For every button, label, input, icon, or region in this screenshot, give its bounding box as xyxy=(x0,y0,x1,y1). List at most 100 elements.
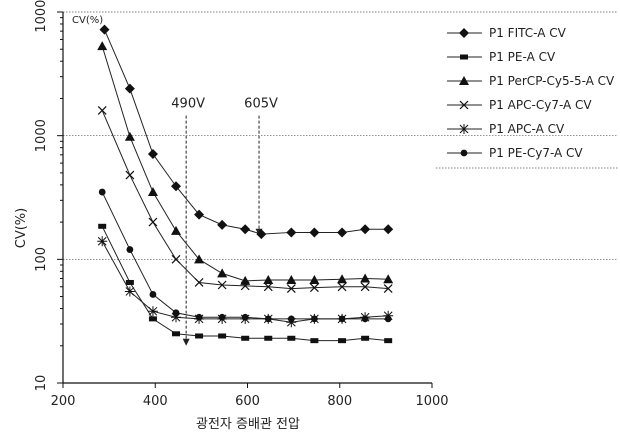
data-point-5-7 xyxy=(264,315,272,323)
data-point-5-11 xyxy=(361,315,369,323)
data-point-0-3 xyxy=(171,181,182,192)
x-tick-label-800: 800 xyxy=(327,394,352,409)
x-tick-label-200: 200 xyxy=(51,394,76,409)
y-tick-label-100: 100 xyxy=(34,247,49,272)
y-tick-label-10: 10 xyxy=(34,375,49,392)
series-plot xyxy=(97,24,394,344)
data-point-2-4 xyxy=(194,254,205,264)
data-point-5-4 xyxy=(195,313,203,321)
x-tick-label-600: 600 xyxy=(235,394,260,409)
data-point-3-6 xyxy=(240,281,250,291)
data-point-1-4 xyxy=(195,333,204,339)
data-point-5-9 xyxy=(310,315,318,323)
data-point-0-2 xyxy=(147,149,158,160)
gridlines xyxy=(63,11,618,260)
legend-label-1: P1 PE-A CV xyxy=(489,50,556,64)
legend-label-3: P1 APC-Cy7-A CV xyxy=(489,98,592,112)
legend-label-0: P1 FITC-A CV xyxy=(489,26,567,40)
data-point-4-3 xyxy=(171,312,182,323)
annotation-arrowhead-0 xyxy=(182,338,190,346)
data-point-0-8 xyxy=(286,227,297,238)
series-3 xyxy=(97,105,393,294)
data-point-2-9 xyxy=(309,275,320,285)
data-point-0-0 xyxy=(99,24,110,35)
data-point-0-5 xyxy=(217,219,228,230)
y-unit-label: CV(%) xyxy=(72,15,103,26)
series-line-5 xyxy=(101,191,389,320)
data-point-4-1 xyxy=(124,286,135,297)
y-axis-title: CV(%) xyxy=(14,208,29,248)
data-point-5-5 xyxy=(218,313,226,321)
data-point-2-5 xyxy=(217,268,228,278)
data-point-2-3 xyxy=(171,225,182,235)
data-point-1-5 xyxy=(218,333,227,339)
legend-item-0: P1 FITC-A CV xyxy=(447,26,567,40)
data-point-3-10 xyxy=(337,282,347,292)
legend-item-3: P1 APC-Cy7-A CV xyxy=(447,98,592,112)
data-point-3-9 xyxy=(309,283,319,293)
legend-label-2: P1 PerCP-Cy5-5-A CV xyxy=(489,74,615,88)
data-point-3-7 xyxy=(263,282,273,292)
data-point-3-3 xyxy=(171,254,181,264)
data-point-2-8 xyxy=(286,275,297,285)
data-point-1-9 xyxy=(310,338,319,344)
legend-marker-0 xyxy=(459,28,469,38)
data-point-2-10 xyxy=(337,274,348,284)
data-point-2-2 xyxy=(147,187,158,197)
data-point-5-3 xyxy=(172,309,180,317)
data-point-2-1 xyxy=(124,131,135,141)
legend-label-5: P1 PE-Cy7-A CV xyxy=(489,146,583,160)
data-point-3-8 xyxy=(286,284,296,294)
data-point-0-10 xyxy=(337,227,348,238)
data-point-5-2 xyxy=(149,291,157,298)
data-point-1-0 xyxy=(98,223,107,229)
x-axis-title: 광전자 증배관 전압 xyxy=(196,417,300,432)
data-point-4-2 xyxy=(147,306,158,317)
y-tick-label-10000: 10000 xyxy=(34,0,49,33)
x-tick-label-400: 400 xyxy=(143,394,168,409)
data-point-0-4 xyxy=(194,209,205,220)
annotation-label-0: 490V xyxy=(171,97,205,112)
data-point-1-2 xyxy=(148,316,157,322)
series-line-0 xyxy=(104,29,389,235)
series-0 xyxy=(99,24,394,240)
data-point-3-0 xyxy=(97,105,107,115)
tick-labels: 200 400 600 800 1000 10 100 1000 10000 xyxy=(34,0,449,409)
data-point-2-12 xyxy=(383,274,394,284)
legend-marker-4 xyxy=(459,124,469,134)
legend-label-4: P1 APC-A CV xyxy=(489,122,565,136)
data-point-5-0 xyxy=(98,188,106,196)
legend-item-5: P1 PE-Cy7-A CV xyxy=(447,146,583,160)
data-point-4-0 xyxy=(97,236,108,247)
annotation-label-1: 605V xyxy=(244,97,278,112)
data-point-1-8 xyxy=(287,335,296,341)
data-point-3-4 xyxy=(194,278,204,287)
data-point-0-12 xyxy=(383,224,394,235)
legend-item-4: P1 APC-A CV xyxy=(447,122,565,136)
data-point-2-7 xyxy=(263,275,274,285)
data-point-2-0 xyxy=(97,41,108,51)
series-line-2 xyxy=(101,45,389,282)
legend-marker-3 xyxy=(459,100,469,110)
axes xyxy=(57,11,433,388)
x-tick-label-1000: 1000 xyxy=(415,394,448,409)
data-point-0-1 xyxy=(124,83,135,94)
legend-item-1: P1 PE-A CV xyxy=(447,50,556,64)
data-point-1-7 xyxy=(264,335,273,341)
legend-item-2: P1 PerCP-Cy5-5-A CV xyxy=(447,74,615,88)
data-point-1-11 xyxy=(361,335,370,341)
legend-marker-1 xyxy=(460,54,468,60)
data-point-5-8 xyxy=(287,315,295,323)
legend-marker-5 xyxy=(460,149,468,157)
data-point-3-2 xyxy=(148,217,158,227)
data-point-5-6 xyxy=(241,313,249,321)
series-1 xyxy=(98,223,393,344)
data-point-3-12 xyxy=(383,284,393,294)
series-5 xyxy=(98,188,392,323)
series-2 xyxy=(97,41,394,285)
annotations: 490V 605V xyxy=(171,97,278,346)
data-point-5-1 xyxy=(126,246,134,253)
data-point-0-7 xyxy=(256,229,267,240)
data-point-1-6 xyxy=(241,335,250,341)
